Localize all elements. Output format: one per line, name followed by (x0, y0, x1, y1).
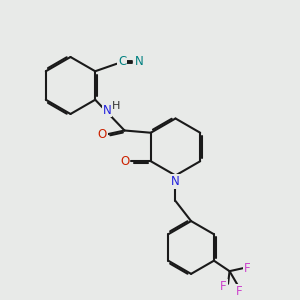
Text: N: N (135, 56, 143, 68)
Text: O: O (120, 155, 129, 168)
Text: O: O (98, 128, 106, 141)
Text: C: C (118, 56, 126, 68)
Text: H: H (112, 101, 121, 111)
Text: N: N (103, 103, 111, 116)
Text: N: N (171, 175, 180, 188)
Text: F: F (236, 285, 243, 298)
Text: F: F (244, 262, 251, 275)
Text: F: F (220, 280, 227, 293)
